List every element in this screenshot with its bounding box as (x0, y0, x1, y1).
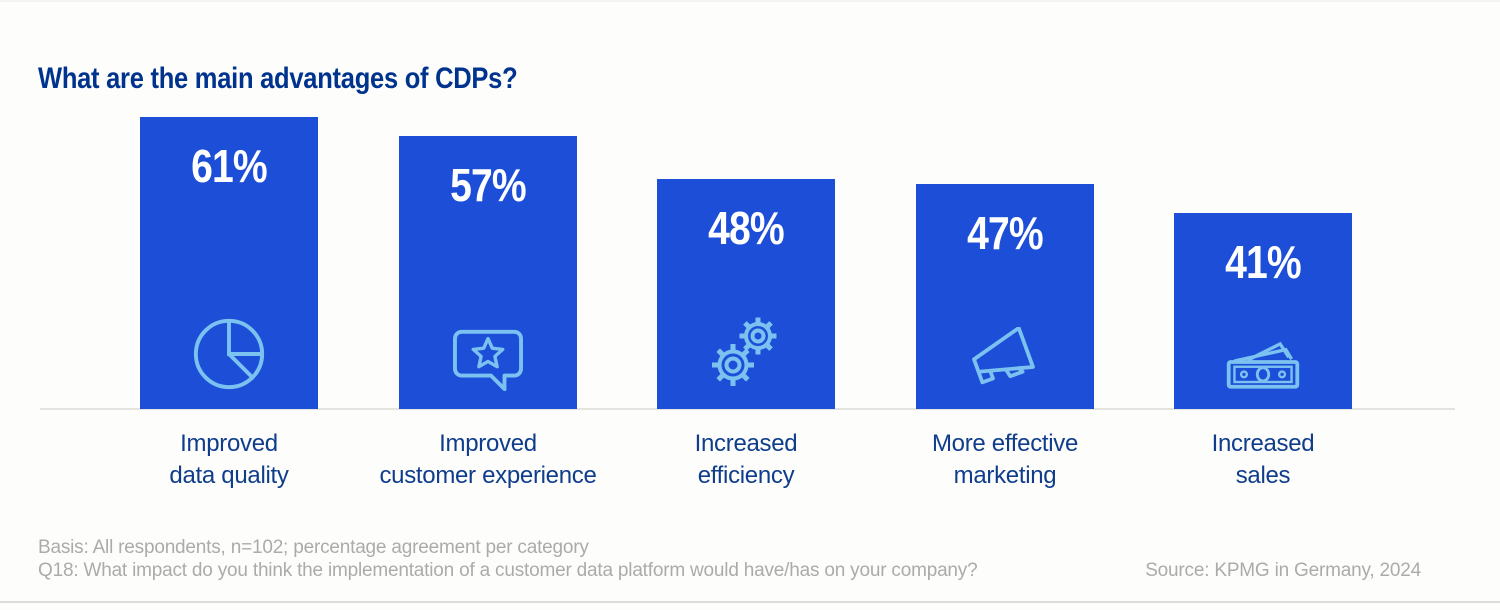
bar-value-label: 47% (967, 207, 1044, 259)
footnotes: Basis: All respondents, n=102; percentag… (38, 536, 978, 582)
bar-value-label: 48% (708, 202, 785, 254)
banknotes-icon (1174, 331, 1352, 393)
category-label-more-effective-marketing: More effective marketing (931, 430, 1079, 489)
category-label-increased-sales: Increased sales (1211, 430, 1315, 489)
feedback-speech-bubble-icon (399, 325, 577, 393)
footnote-question: Q18: What impact do you think the implem… (38, 560, 978, 581)
footnote-basis: Basis: All respondents, n=102; percentag… (38, 537, 589, 558)
category-label-improved-customer-experience: Improved customer experience (379, 430, 597, 489)
bar-increased-efficiency: 48% (657, 179, 835, 409)
chart-title: What are the main advantages of CDPs? (38, 62, 518, 96)
megaphone-icon (916, 327, 1094, 393)
gears-icon (657, 313, 835, 393)
bar-improved-customer-experience: 57% (399, 136, 577, 409)
bar-increased-sales: 41% (1174, 213, 1352, 409)
chart-baseline (40, 408, 1455, 410)
source-note: Source: KPMG in Germany, 2024 (1145, 560, 1421, 581)
category-label-improved-data-quality: Improved data quality (169, 430, 289, 489)
bar-chart: 61% 57% 48% 47% 41% (40, 117, 1455, 410)
bottom-divider (0, 601, 1500, 603)
pie-chart-icon (140, 315, 318, 393)
bar-value-label: 41% (1225, 236, 1302, 288)
bar-more-effective-marketing: 47% (916, 184, 1094, 409)
bar-improved-data-quality: 61% (140, 117, 318, 409)
bar-value-label: 61% (191, 140, 268, 192)
category-label-increased-efficiency: Increased efficiency (694, 430, 798, 489)
top-divider (0, 0, 1500, 2)
bar-value-label: 57% (450, 159, 527, 211)
